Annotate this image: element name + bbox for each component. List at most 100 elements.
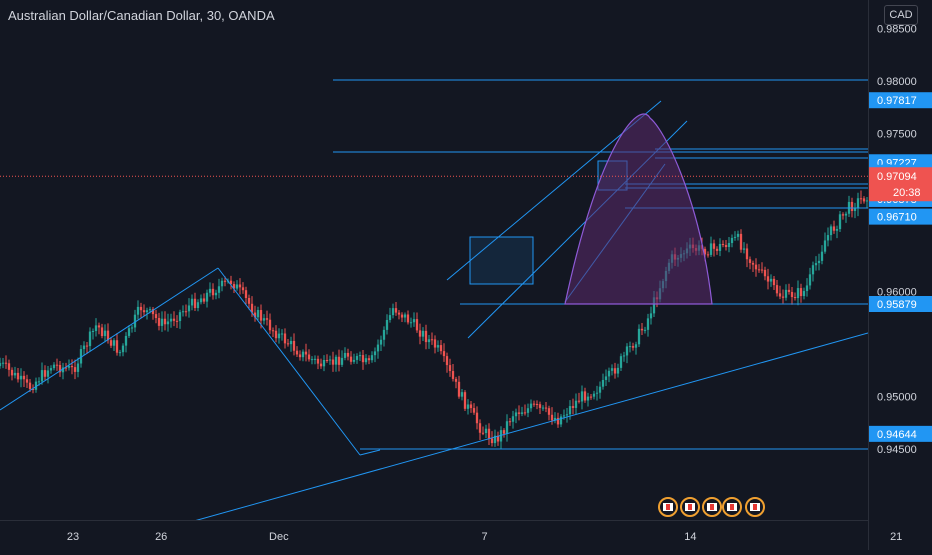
drawings-layer [0, 80, 868, 550]
candle-body [734, 237, 736, 238]
candles-layer [0, 131, 932, 449]
candle-body [179, 312, 181, 321]
candle-body [83, 346, 85, 349]
candle-body [344, 353, 346, 358]
candle-body [332, 359, 334, 364]
candle-body [443, 351, 445, 356]
candle-body [173, 319, 175, 321]
candle-body [779, 293, 781, 296]
candle-body [782, 297, 784, 298]
candle-body [467, 404, 469, 408]
candle-body [803, 291, 805, 296]
candle-body [635, 344, 637, 347]
time-axis[interactable]: 2326Dec7142128 [0, 521, 932, 544]
candle-body [824, 240, 826, 251]
candle-body [14, 373, 16, 375]
candle-body [533, 404, 535, 405]
candle-body [386, 320, 388, 330]
candle-body [833, 226, 835, 230]
candle-body [155, 314, 157, 318]
candle-body [743, 248, 745, 249]
candle-body [431, 339, 433, 340]
candle-body [551, 415, 553, 421]
chart-title: Australian Dollar/Canadian Dollar, 30, O… [8, 8, 275, 23]
candle-body [794, 297, 796, 298]
candle-body [212, 289, 214, 295]
candle-body [452, 371, 454, 379]
candle-body [392, 308, 394, 315]
candle-body [434, 339, 436, 347]
candle-body [590, 397, 592, 398]
candle-body [323, 360, 325, 366]
candle-body [650, 313, 652, 318]
price-axis[interactable]: 0.945000.950000.960000.975000.980000.985… [868, 0, 932, 550]
candle-body [146, 310, 148, 312]
candle-body [167, 321, 169, 324]
candle-body [470, 404, 472, 408]
candle-body [473, 408, 475, 413]
candle-body [632, 346, 634, 348]
candle-body [710, 243, 712, 255]
candle-body [440, 345, 442, 351]
candle-body [479, 423, 481, 433]
candle-body [503, 430, 505, 434]
candle-body [314, 359, 316, 360]
candle-body [92, 331, 94, 332]
candle-body [806, 285, 808, 291]
candle-body [623, 355, 625, 356]
candle-body [200, 298, 202, 302]
price-tick-label: 0.97500 [877, 129, 917, 141]
candle-body [857, 198, 859, 208]
calendar-event-icon[interactable] [681, 498, 699, 516]
candle-body [593, 394, 595, 397]
candle-body [851, 202, 853, 211]
candle-body [605, 376, 607, 380]
candle-body [395, 308, 397, 312]
candle-body [755, 265, 757, 270]
candle-body [287, 343, 289, 344]
candle-body [359, 355, 361, 356]
candle-body [275, 331, 277, 338]
candle-body [821, 252, 823, 261]
candle-body [416, 319, 418, 330]
calendar-event-icon[interactable] [703, 498, 721, 516]
candle-body [620, 356, 622, 368]
candle-body [818, 261, 820, 263]
candle-body [575, 401, 577, 408]
candle-body [248, 298, 250, 304]
candle-body [38, 381, 40, 382]
candle-body [773, 279, 775, 285]
candle-body [599, 387, 601, 393]
candle-body [317, 359, 319, 364]
candle-body [374, 351, 376, 355]
candle-body [770, 279, 772, 282]
candle-body [761, 270, 763, 271]
candle-body [455, 379, 457, 382]
candle-body [521, 412, 523, 414]
candle-body [482, 433, 484, 434]
candle-body [260, 310, 262, 321]
canada-flag-icon[interactable] [746, 498, 764, 516]
candle-body [266, 318, 268, 320]
candle-body [491, 438, 493, 443]
candle-body [0, 363, 1, 366]
candle-body [116, 340, 118, 352]
candle-body [125, 336, 127, 346]
candle-body [764, 270, 766, 276]
candle-body [707, 254, 709, 255]
candle-body [368, 358, 370, 360]
candle-body [581, 391, 583, 401]
currency-badge[interactable]: CAD [884, 5, 918, 25]
time-tick-label: 23 [67, 531, 79, 543]
time-tick-label: Dec [269, 531, 289, 543]
price-tag-label: 0.94644 [877, 429, 917, 441]
calendar-event-icon[interactable] [659, 498, 677, 516]
candle-body [158, 318, 160, 326]
candle-body [239, 284, 241, 287]
candle-body [863, 198, 865, 201]
candle-body [413, 319, 415, 322]
calendar-event-icon[interactable] [723, 498, 741, 516]
candle-body [371, 355, 373, 360]
